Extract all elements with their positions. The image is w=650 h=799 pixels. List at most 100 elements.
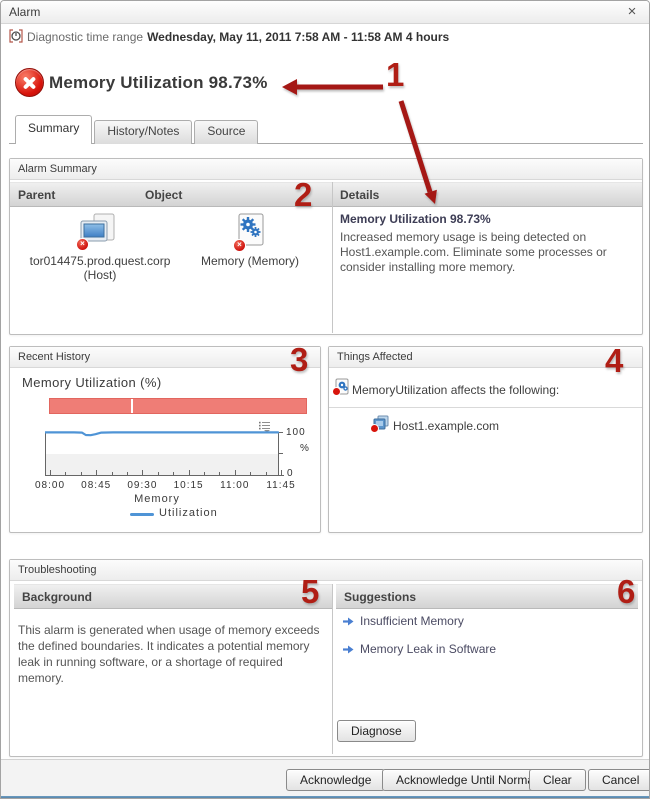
chart-lower-band xyxy=(45,454,278,475)
x-tick-mark xyxy=(265,472,267,475)
things-affected-divider xyxy=(329,407,642,408)
y-max-label: 100 xyxy=(286,427,306,438)
object-name[interactable]: Memory (Memory) xyxy=(201,254,299,268)
x-tick-label: 09:30 xyxy=(127,480,158,491)
close-icon[interactable]: × xyxy=(627,3,637,20)
y-tick xyxy=(278,432,283,433)
arrow-right-icon xyxy=(343,645,354,654)
suggestion-insufficient-memory[interactable]: Insufficient Memory xyxy=(342,614,464,628)
affected-host-icon xyxy=(370,415,390,433)
recent-history-panel: Recent History Memory Utilization (%) 10… xyxy=(9,346,321,533)
annotation-1: 1 xyxy=(386,56,405,93)
alarm-summary-header: Alarm Summary xyxy=(10,159,642,180)
x-tick-mark xyxy=(281,470,282,475)
affected-host-name[interactable]: Host1.example.com xyxy=(393,419,500,433)
x-tick-label: 11:00 xyxy=(220,480,250,491)
parent-name: tor014475.prod.quest.corp xyxy=(29,254,171,268)
y-unit-label: % xyxy=(300,443,310,454)
window-bottom-edge xyxy=(1,796,649,798)
x-tick-mark xyxy=(234,470,236,475)
troubleshooting-header: Troubleshooting xyxy=(10,560,642,581)
chart-title: Memory Utilization (%) xyxy=(22,375,162,390)
things-affected-panel: Things Affected MemoryUtilization affect… xyxy=(328,346,643,533)
x-tick-mark xyxy=(127,472,128,475)
alarm-summary-column-headers: Parent Object Details xyxy=(10,182,642,207)
column-details: Details xyxy=(340,188,380,202)
recent-history-header: Recent History xyxy=(10,347,320,368)
arrow-right-icon xyxy=(343,617,354,626)
annotation-2: 2 xyxy=(294,176,313,213)
x-tick-mark xyxy=(157,472,159,475)
suggestions-title: Suggestions xyxy=(344,590,417,604)
things-affected-heading: MemoryUtilization affects the following: xyxy=(352,383,560,397)
annotation-6: 6 xyxy=(617,573,636,610)
tab-bar: Summary History/Notes Source xyxy=(15,115,259,144)
y-tick xyxy=(278,453,283,454)
alarm-dot-icon xyxy=(370,424,379,433)
host-icon[interactable]: × xyxy=(76,212,120,252)
background-column-header: Background xyxy=(14,584,332,609)
column-parent: Parent xyxy=(18,188,56,202)
chart-options-icon[interactable] xyxy=(258,420,271,432)
legend-group-label: Memory xyxy=(134,493,180,505)
x-tick-mark xyxy=(80,472,82,475)
x-axis-labels: 08:00 08:45 09:30 10:15 11:00 11:45 xyxy=(10,470,320,495)
memory-object-icon[interactable]: × xyxy=(233,212,268,252)
background-title: Background xyxy=(22,590,93,604)
things-affected-title: Things Affected xyxy=(337,351,413,363)
acknowledge-button[interactable]: Acknowledge xyxy=(286,769,386,791)
x-tick-mark xyxy=(204,472,205,475)
x-tick-label: 11:45 xyxy=(266,480,296,491)
y-axis-right xyxy=(278,432,279,476)
x-tick-mark xyxy=(173,472,175,475)
clear-button[interactable]: Clear xyxy=(529,769,586,791)
annotation-4: 4 xyxy=(605,342,624,379)
troubleshooting-panel: Troubleshooting Background Suggestions T… xyxy=(9,559,643,757)
time-range-icon xyxy=(9,29,23,43)
suggestion-label: Memory Leak in Software xyxy=(360,642,497,656)
alarm-summary-panel: Alarm Summary Parent Object Details × to… xyxy=(9,158,643,335)
y-axis-left xyxy=(45,432,46,475)
legend-line-swatch xyxy=(130,513,154,516)
x-tick-mark xyxy=(65,472,67,475)
cancel-button[interactable]: Cancel xyxy=(588,769,649,791)
time-range-label: Diagnostic time range xyxy=(27,30,144,44)
window-title: Alarm xyxy=(9,5,41,19)
time-range-row: Diagnostic time range Wednesday, May 11, … xyxy=(9,29,449,45)
things-affected-header: Things Affected xyxy=(329,347,642,368)
parent-object[interactable]: tor014475.prod.quest.corp (Host) xyxy=(15,254,185,282)
recent-history-title: Recent History xyxy=(18,351,91,363)
parent-type: (Host) xyxy=(83,268,117,282)
severity-strip xyxy=(49,398,307,414)
y-min-label: 0 xyxy=(287,468,294,479)
footer-bar: Acknowledge Acknowledge Until Normal Cle… xyxy=(1,759,649,797)
tab-summary[interactable]: Summary xyxy=(15,115,93,144)
tab-history-notes[interactable]: History/Notes xyxy=(94,120,193,144)
acknowledge-until-normal-button[interactable]: Acknowledge Until Normal xyxy=(382,769,551,791)
x-tick-label: 10:15 xyxy=(173,480,204,491)
x-tick-label: 08:45 xyxy=(81,480,112,491)
x-tick-mark xyxy=(188,470,190,475)
alarm-summary-title: Alarm Summary xyxy=(18,163,97,175)
x-tick-mark xyxy=(111,472,113,475)
x-tick-mark xyxy=(96,470,98,475)
x-tick-mark xyxy=(219,472,221,475)
severity-strip-gap xyxy=(131,399,133,413)
column-object: Object xyxy=(145,188,183,202)
x-tick-mark xyxy=(50,470,51,475)
alarm-badge-icon: × xyxy=(76,238,89,251)
suggestion-memory-leak[interactable]: Memory Leak in Software xyxy=(342,642,496,656)
background-text: This alarm is generated when usage of me… xyxy=(18,623,320,685)
x-axis-line xyxy=(45,475,284,476)
annotation-3: 3 xyxy=(290,341,309,378)
diagnose-button[interactable]: Diagnose xyxy=(337,720,416,742)
legend-series-label: Utilization xyxy=(159,507,218,519)
alarm-title: Memory Utilization 98.73% xyxy=(49,73,268,92)
annotation-5: 5 xyxy=(301,573,320,610)
tab-bar-line xyxy=(9,143,643,144)
alarm-dot-icon xyxy=(332,387,341,396)
title-bar: Alarm × xyxy=(1,1,649,24)
tab-source[interactable]: Source xyxy=(194,120,259,144)
details-title: Memory Utilization 98.73% xyxy=(340,212,491,226)
